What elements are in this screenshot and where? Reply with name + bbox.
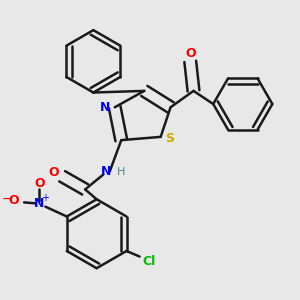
Text: N: N (34, 197, 45, 210)
Text: O: O (34, 177, 45, 190)
Text: Cl: Cl (143, 255, 156, 268)
Text: O: O (185, 46, 196, 60)
Text: N: N (101, 165, 112, 178)
Text: −: − (2, 193, 12, 206)
Text: +: + (41, 193, 49, 203)
Text: O: O (49, 167, 59, 179)
Text: O: O (8, 194, 19, 207)
Text: N: N (100, 101, 111, 114)
Text: H: H (117, 167, 125, 177)
Text: S: S (165, 132, 174, 145)
